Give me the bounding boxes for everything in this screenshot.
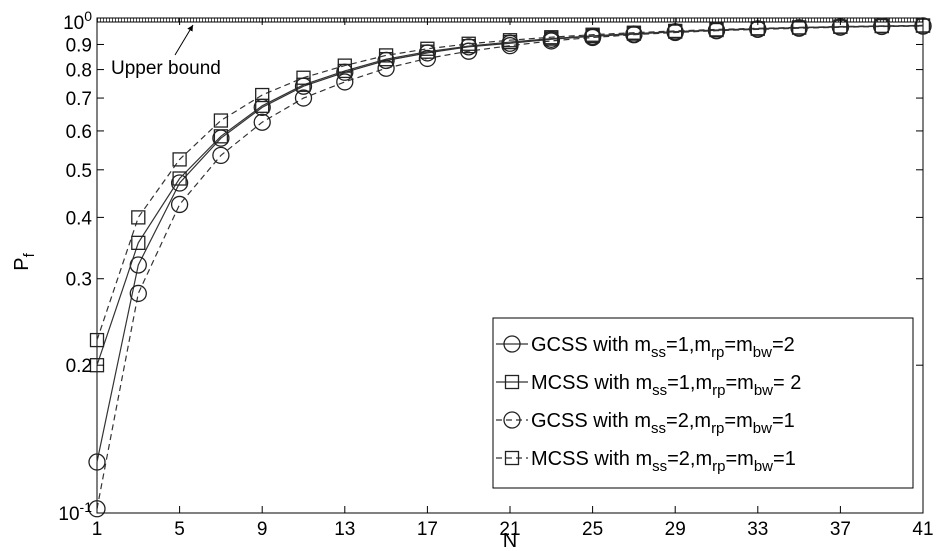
legend-label: GCSS with mss=1,mrp=mbw=2 — [531, 334, 795, 361]
square-marker — [791, 20, 807, 35]
legend: GCSS with mss=1,mrp=mbw=2 MCSS with mss=1… — [492, 317, 914, 489]
y-tick-label: 0.2 — [66, 356, 92, 377]
circle-marker — [542, 32, 560, 50]
circle-marker — [460, 42, 478, 60]
y-tick-label: 10-1 — [58, 499, 92, 525]
x-tick-label: 5 — [174, 519, 185, 540]
legend-label: MCSS with mss=2,mrp=mbw=1 — [531, 448, 796, 475]
circle-marker — [170, 195, 189, 214]
square-marker — [585, 27, 600, 42]
square-marker — [172, 152, 187, 167]
x-tick-label: 25 — [582, 519, 603, 540]
y-tick-label: 0.8 — [66, 61, 92, 82]
y-tick-label: 0.7 — [66, 89, 92, 110]
legend-entry-3: GCSS with mss=2,mrp=mbw=1 — [496, 410, 795, 437]
x-tick-label: 13 — [334, 519, 355, 540]
square-marker — [709, 22, 724, 37]
circle-marker — [336, 73, 354, 91]
square-marker — [626, 25, 642, 40]
annotation-label: Upper bound — [111, 58, 221, 79]
square-marker — [213, 129, 229, 144]
legend-entry-4: MCSS with mss=2,mrp=mbw=1 — [496, 448, 796, 475]
circle-marker — [377, 59, 395, 77]
legend-box — [492, 317, 914, 489]
legend-label: GCSS with mss=2,mrp=mbw=1 — [531, 410, 795, 437]
annotation-group: Upper bound — [111, 24, 221, 79]
series-line — [96, 25, 924, 366]
circle-marker — [418, 49, 437, 68]
circle-marker — [212, 146, 230, 165]
square-marker — [255, 87, 270, 103]
square-marker — [337, 58, 352, 73]
circle-marker — [170, 174, 189, 192]
series-group — [88, 17, 932, 518]
x-tick-label: 21 — [499, 519, 520, 540]
circle-marker — [129, 284, 147, 303]
circle-marker — [583, 28, 602, 47]
square-marker — [255, 98, 270, 113]
x-tick-label: 9 — [257, 519, 268, 540]
square-marker — [874, 18, 889, 34]
square-marker — [296, 70, 311, 85]
circle-marker — [503, 411, 521, 429]
y-tick-label: 0.6 — [66, 122, 92, 143]
legend-label: MCSS with mss=1,mrp=mbw= 2 — [531, 372, 801, 399]
y-axis-label: Pf — [11, 252, 38, 270]
y-tick-label: 0.5 — [66, 161, 92, 182]
y-tick-label: 100 — [63, 8, 92, 34]
circle-marker — [501, 37, 519, 55]
square-marker — [131, 235, 146, 250]
square-marker — [213, 113, 229, 128]
axes-group: 1 5 9 13 17 21 25 29 33 37 41 10-1 0.2 0.3 0.4 0.5 0.6 0.… — [11, 8, 934, 551]
square-marker — [504, 450, 520, 466]
circle-marker — [88, 500, 106, 518]
y-tick-label: 0.9 — [66, 35, 92, 56]
square-marker — [504, 374, 520, 390]
y-tick-label: 0.3 — [66, 270, 92, 291]
circle-marker — [88, 453, 106, 471]
square-marker — [172, 171, 187, 186]
x-tick-label: 17 — [417, 519, 438, 540]
square-marker — [461, 36, 476, 51]
series-line — [96, 24, 924, 341]
x-axis-label: N — [503, 530, 517, 551]
square-marker — [420, 41, 435, 56]
square-marker — [131, 210, 146, 225]
series-line — [96, 25, 924, 509]
series-3 — [88, 17, 932, 518]
circle-marker — [294, 89, 313, 107]
y-tick-label: 0.4 — [66, 208, 93, 229]
x-tick-label: 41 — [912, 519, 933, 540]
annotation-arrow — [174, 24, 194, 56]
circle-marker — [503, 335, 521, 353]
square-marker — [378, 48, 394, 63]
square-marker — [502, 33, 518, 48]
x-tick-label: 33 — [747, 519, 768, 540]
x-tick-label: 29 — [665, 519, 686, 540]
x-tick-label: 37 — [830, 519, 851, 540]
square-marker — [544, 30, 559, 45]
legend-entry-2: MCSS with mss=1,mrp=mbw= 2 — [496, 372, 801, 399]
x-tick-label: 1 — [92, 519, 103, 540]
series-4 — [89, 18, 931, 348]
legend-entry-1: GCSS with mss=1,mrp=mbw=2 — [496, 334, 795, 361]
circle-marker — [253, 113, 271, 131]
square-marker — [89, 332, 105, 348]
